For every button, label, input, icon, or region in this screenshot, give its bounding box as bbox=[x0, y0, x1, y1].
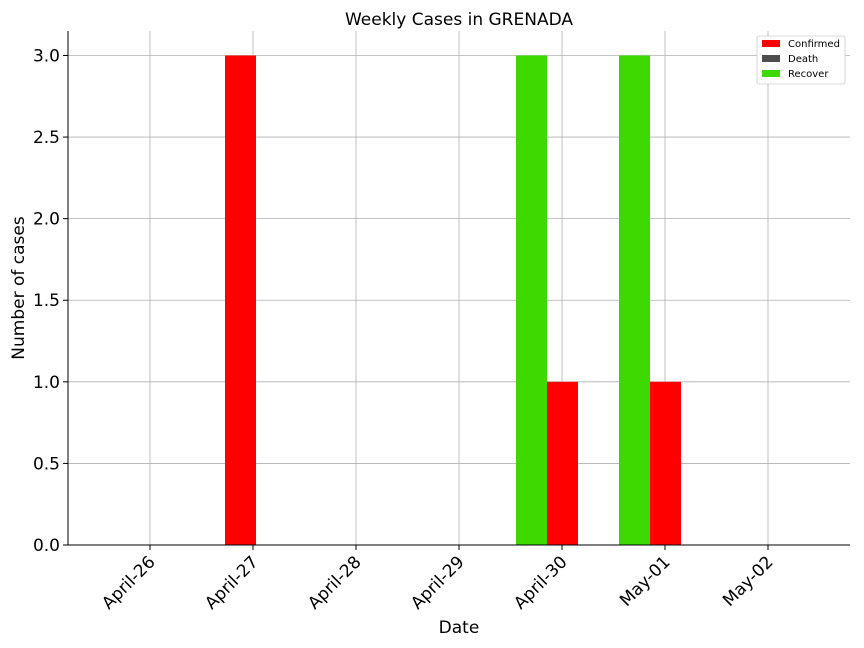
bar-confirmed-May-01 bbox=[650, 381, 681, 545]
bar-recover-May-01 bbox=[619, 55, 650, 545]
x-tick-label: May-02 bbox=[719, 552, 777, 610]
legend-swatch-confirmed bbox=[762, 40, 780, 47]
legend-swatch-recover bbox=[762, 70, 780, 77]
y-tick-label: 2.0 bbox=[33, 210, 60, 230]
y-tick-label: 0.0 bbox=[33, 536, 60, 556]
x-axis-label: Date bbox=[439, 618, 480, 638]
chart-title: Weekly Cases in GRENADA bbox=[345, 10, 573, 30]
y-tick-label: 1.5 bbox=[33, 291, 60, 311]
x-tick-label: April-26 bbox=[98, 552, 159, 613]
x-tick-label: May-01 bbox=[616, 552, 674, 610]
bar-confirmed-April-30 bbox=[547, 381, 578, 545]
grid bbox=[68, 31, 850, 546]
legend-label-death: Death bbox=[788, 54, 818, 65]
x-tick-label: April-28 bbox=[304, 552, 365, 613]
x-ticks: April-26 April-27 April-28 April-29 April-30… bbox=[98, 545, 778, 614]
x-tick-label: April-30 bbox=[510, 552, 571, 613]
y-ticks: 0.0 0.5 1.0 1.5 2.0 2.5 3.0 bbox=[33, 46, 68, 556]
legend-label-confirmed: Confirmed bbox=[788, 39, 840, 50]
legend: Confirmed Death Recover bbox=[756, 35, 846, 85]
bars bbox=[225, 55, 681, 545]
y-tick-label: 3.0 bbox=[33, 46, 60, 66]
x-tick-label: April-29 bbox=[407, 552, 468, 613]
legend-swatch-death bbox=[762, 55, 780, 62]
y-tick-label: 1.0 bbox=[33, 373, 60, 393]
y-axis-label: Number of cases bbox=[9, 216, 29, 360]
y-tick-label: 2.5 bbox=[33, 128, 60, 148]
bar-confirmed-April-27 bbox=[225, 55, 256, 545]
legend-label-recover: Recover bbox=[788, 69, 829, 80]
bar-recover-April-30 bbox=[516, 55, 547, 545]
x-tick-label: April-27 bbox=[201, 552, 262, 613]
y-tick-label: 0.5 bbox=[33, 454, 60, 474]
